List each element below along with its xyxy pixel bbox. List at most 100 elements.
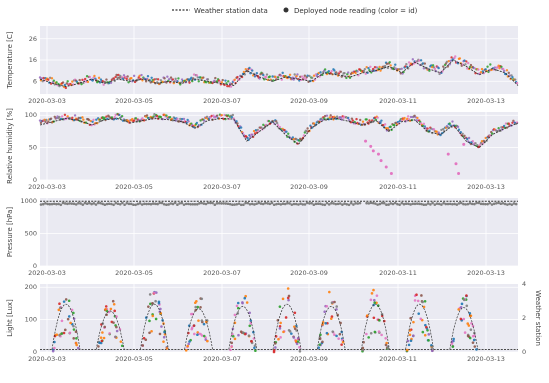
node-point bbox=[466, 67, 469, 70]
node-point bbox=[39, 121, 43, 125]
node-point bbox=[462, 317, 466, 321]
node-point bbox=[202, 202, 206, 205]
y-tick-label: 26 bbox=[29, 35, 37, 43]
node-point bbox=[148, 319, 151, 323]
node-point bbox=[408, 333, 412, 337]
node-point bbox=[431, 201, 434, 205]
outlier-point bbox=[446, 152, 450, 156]
node-point bbox=[97, 345, 100, 348]
node-point bbox=[227, 114, 230, 117]
node-point bbox=[111, 299, 115, 303]
node-point bbox=[278, 305, 282, 308]
node-point bbox=[94, 203, 98, 206]
node-point bbox=[469, 314, 473, 318]
node-point bbox=[255, 202, 258, 206]
node-point bbox=[235, 203, 239, 206]
node-point bbox=[243, 296, 247, 300]
node-point bbox=[131, 117, 134, 121]
node-point bbox=[275, 121, 279, 125]
node-point bbox=[77, 116, 80, 120]
node-point bbox=[223, 83, 226, 87]
node-point bbox=[40, 77, 44, 80]
node-point bbox=[299, 75, 302, 78]
node-point bbox=[365, 118, 368, 121]
node-point bbox=[189, 202, 192, 206]
node-point bbox=[179, 117, 182, 121]
node-point bbox=[67, 315, 71, 318]
node-point bbox=[236, 306, 240, 310]
node-point bbox=[38, 76, 42, 79]
node-point bbox=[192, 324, 196, 327]
node-point bbox=[288, 73, 292, 76]
node-point bbox=[292, 78, 295, 81]
node-point bbox=[308, 202, 311, 205]
node-point bbox=[155, 114, 159, 118]
x-tick-label: 2020-03-05 bbox=[115, 183, 153, 191]
node-point bbox=[349, 201, 353, 205]
node-point bbox=[52, 202, 56, 206]
node-point bbox=[417, 312, 421, 315]
node-point bbox=[249, 135, 252, 139]
node-point bbox=[451, 345, 455, 348]
node-point bbox=[465, 60, 468, 63]
node-point bbox=[168, 116, 172, 119]
node-point bbox=[453, 202, 456, 206]
node-point bbox=[89, 119, 92, 123]
node-point bbox=[248, 66, 251, 70]
node-point bbox=[215, 114, 219, 117]
node-point bbox=[333, 69, 336, 72]
node-point bbox=[458, 57, 462, 60]
node-point bbox=[253, 344, 257, 347]
node-point bbox=[120, 344, 124, 348]
node-point bbox=[206, 78, 210, 81]
node-point bbox=[337, 337, 340, 340]
node-point bbox=[391, 202, 395, 206]
node-point bbox=[353, 120, 356, 124]
node-point bbox=[287, 132, 290, 135]
node-point bbox=[78, 78, 81, 82]
node-point bbox=[114, 201, 118, 205]
node-point bbox=[285, 130, 288, 133]
station-envelope bbox=[95, 310, 125, 350]
node-point bbox=[451, 202, 454, 206]
node-point bbox=[267, 119, 271, 123]
node-point bbox=[386, 347, 390, 350]
node-point bbox=[404, 202, 408, 206]
node-point bbox=[222, 202, 225, 205]
node-point bbox=[451, 120, 454, 123]
node-point bbox=[242, 70, 246, 74]
node-point bbox=[375, 66, 379, 69]
node-point bbox=[156, 78, 160, 81]
node-point bbox=[347, 71, 350, 74]
node-point bbox=[171, 78, 175, 81]
node-point bbox=[162, 340, 165, 343]
node-point bbox=[423, 62, 426, 65]
node-point bbox=[378, 319, 381, 322]
node-point bbox=[118, 327, 122, 331]
node-point bbox=[325, 201, 329, 205]
node-point bbox=[340, 343, 343, 346]
node-point bbox=[77, 201, 80, 205]
outlier-point bbox=[462, 142, 466, 146]
node-point bbox=[93, 74, 96, 78]
node-point bbox=[369, 298, 373, 302]
node-point bbox=[493, 66, 497, 69]
node-point bbox=[386, 66, 390, 70]
node-point bbox=[96, 80, 100, 83]
node-point bbox=[196, 305, 200, 309]
node-point bbox=[112, 321, 115, 324]
node-point bbox=[192, 73, 196, 76]
node-point bbox=[399, 72, 403, 75]
x-tick-label: 2020-03-13 bbox=[467, 355, 505, 363]
node-point bbox=[383, 64, 387, 68]
node-point bbox=[340, 118, 343, 121]
node-point bbox=[100, 339, 104, 343]
node-point bbox=[210, 114, 213, 118]
node-point bbox=[202, 334, 206, 338]
node-point bbox=[393, 123, 396, 127]
node-point bbox=[59, 203, 63, 207]
node-point bbox=[384, 336, 387, 340]
node-point bbox=[295, 342, 299, 346]
node-point bbox=[300, 75, 304, 78]
right-y-tick-label: 4 bbox=[522, 280, 526, 288]
